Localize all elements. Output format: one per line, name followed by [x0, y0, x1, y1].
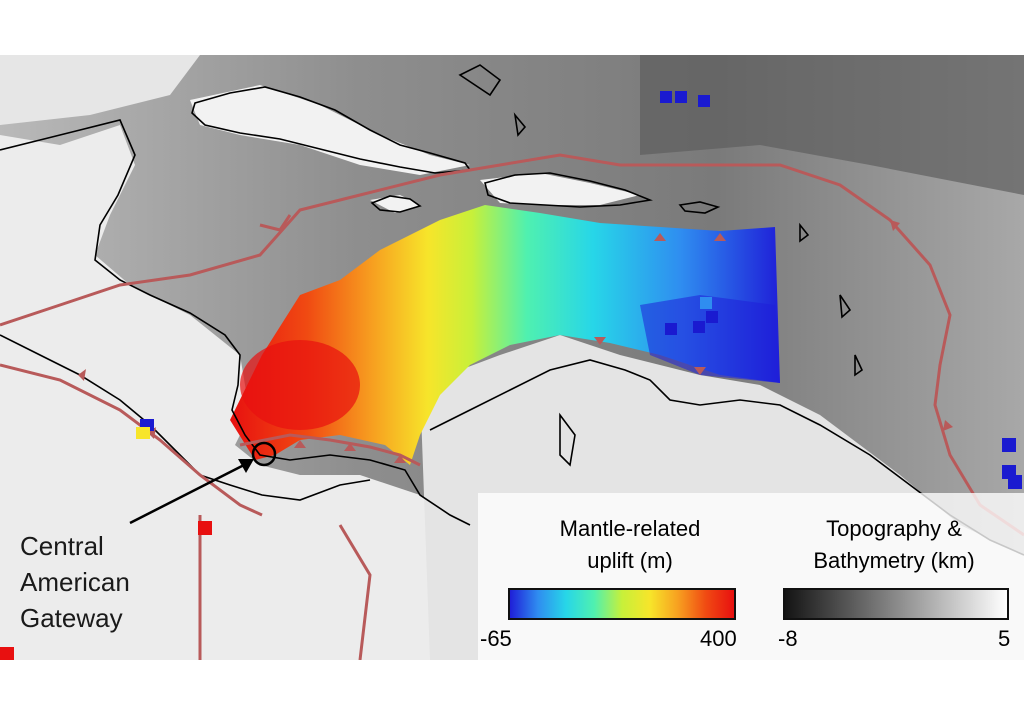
north-land [0, 55, 200, 125]
uplift-max-label: 400 [700, 626, 737, 651]
plate-boundaries [0, 153, 1024, 660]
central-america-land [0, 125, 560, 660]
cuba-land [190, 85, 470, 175]
gateway-label-line-3: Gateway [20, 603, 123, 633]
uplift-low-region [640, 295, 780, 383]
deep-trench-shading [640, 55, 1024, 195]
data-points [0, 91, 1022, 660]
uplift-high-region [240, 340, 360, 430]
uplift-min-label: -65 [480, 626, 512, 651]
topography-max-label: 5 [998, 626, 1011, 651]
topography-colorbar [783, 588, 1009, 620]
gateway-label-line-1: Central [20, 531, 104, 561]
topography-legend-title-line-1: Topography & [826, 516, 962, 541]
gateway-arrow [129, 459, 254, 525]
uplift-legend-title: Mantle-related uplift (m) [510, 513, 750, 577]
legend-panel: Mantle-related uplift (m) -65 400 Topogr… [478, 493, 1024, 660]
gateway-marker [251, 441, 277, 467]
uplift-legend-title-line-1: Mantle-related [559, 516, 701, 541]
topography-legend-title: Topography & Bathymetry (km) [774, 513, 1014, 577]
gateway-label: Central American Gateway [20, 528, 130, 636]
topography-min-label: -8 [778, 626, 798, 651]
topography-legend-title-line-2: Bathymetry (km) [813, 548, 975, 573]
hispaniola-land [480, 173, 640, 205]
mantle-uplift-overlay [230, 205, 780, 465]
gateway-label-line-2: American [20, 567, 130, 597]
uplift-colorbar [508, 588, 736, 620]
uplift-legend-title-line-2: uplift (m) [587, 548, 673, 573]
